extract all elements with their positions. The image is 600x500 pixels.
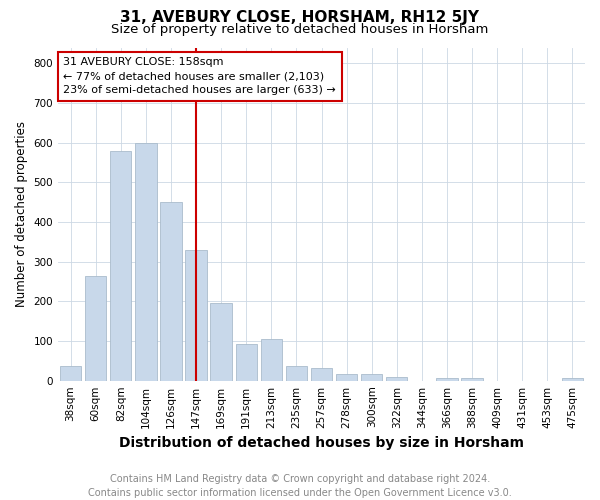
Text: 31 AVEBURY CLOSE: 158sqm
← 77% of detached houses are smaller (2,103)
23% of sem: 31 AVEBURY CLOSE: 158sqm ← 77% of detach… (64, 58, 336, 96)
Y-axis label: Number of detached properties: Number of detached properties (15, 121, 28, 307)
Bar (386, 376, 407, 380)
Text: Size of property relative to detached houses in Horsham: Size of property relative to detached ho… (112, 22, 488, 36)
Bar (185, 250, 207, 380)
Text: 31, AVEBURY CLOSE, HORSHAM, RH12 5JY: 31, AVEBURY CLOSE, HORSHAM, RH12 5JY (121, 10, 479, 25)
Bar (436, 378, 458, 380)
Bar (260, 340, 282, 380)
X-axis label: Distribution of detached houses by size in Horsham: Distribution of detached houses by size … (119, 436, 524, 450)
Bar (562, 378, 583, 380)
Bar (461, 378, 483, 380)
Bar (135, 142, 157, 380)
Bar (85, 276, 106, 380)
Bar (60, 366, 81, 380)
Bar (286, 366, 307, 380)
Text: Contains HM Land Registry data © Crown copyright and database right 2024.
Contai: Contains HM Land Registry data © Crown c… (88, 474, 512, 498)
Bar (311, 368, 332, 380)
Bar (110, 150, 131, 380)
Bar (361, 374, 382, 380)
Bar (160, 202, 182, 380)
Bar (336, 374, 357, 380)
Bar (211, 304, 232, 380)
Bar (236, 344, 257, 381)
